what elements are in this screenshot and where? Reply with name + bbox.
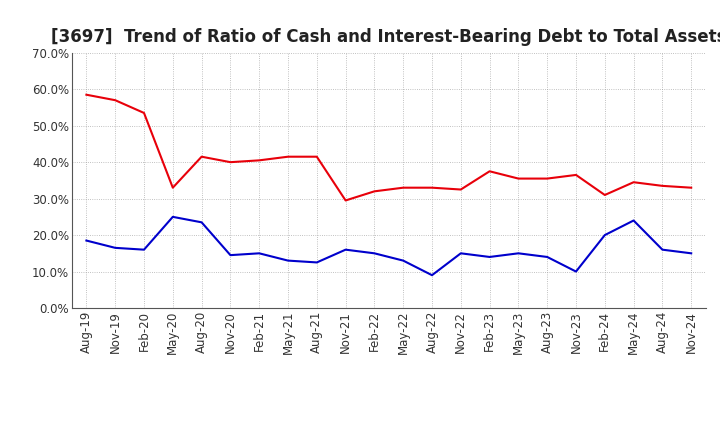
Cash (226, 160, 235, 165)
Interest-Bearing Debt (514, 251, 523, 256)
Line: Interest-Bearing Debt: Interest-Bearing Debt (86, 217, 691, 275)
Cash (428, 185, 436, 191)
Cash (399, 185, 408, 191)
Interest-Bearing Debt (284, 258, 292, 263)
Interest-Bearing Debt (485, 254, 494, 260)
Cash (456, 187, 465, 192)
Cash (140, 110, 148, 116)
Interest-Bearing Debt (572, 269, 580, 274)
Cash (514, 176, 523, 181)
Cash (658, 183, 667, 188)
Interest-Bearing Debt (140, 247, 148, 252)
Cash (600, 192, 609, 198)
Cash (370, 189, 379, 194)
Cash (197, 154, 206, 159)
Cash (572, 172, 580, 178)
Interest-Bearing Debt (629, 218, 638, 223)
Interest-Bearing Debt (255, 251, 264, 256)
Cash (284, 154, 292, 159)
Interest-Bearing Debt (197, 220, 206, 225)
Interest-Bearing Debt (600, 232, 609, 238)
Cash (168, 185, 177, 191)
Interest-Bearing Debt (370, 251, 379, 256)
Interest-Bearing Debt (687, 251, 696, 256)
Cash (485, 169, 494, 174)
Interest-Bearing Debt (82, 238, 91, 243)
Interest-Bearing Debt (111, 245, 120, 250)
Cash (255, 158, 264, 163)
Cash (341, 198, 350, 203)
Interest-Bearing Debt (341, 247, 350, 252)
Title: [3697]  Trend of Ratio of Cash and Interest-Bearing Debt to Total Assets: [3697] Trend of Ratio of Cash and Intere… (51, 28, 720, 46)
Cash (312, 154, 321, 159)
Interest-Bearing Debt (543, 254, 552, 260)
Cash (629, 180, 638, 185)
Interest-Bearing Debt (456, 251, 465, 256)
Cash (82, 92, 91, 97)
Cash (543, 176, 552, 181)
Interest-Bearing Debt (658, 247, 667, 252)
Cash (687, 185, 696, 191)
Interest-Bearing Debt (168, 214, 177, 220)
Line: Cash: Cash (86, 95, 691, 201)
Interest-Bearing Debt (226, 253, 235, 258)
Cash (111, 98, 120, 103)
Interest-Bearing Debt (399, 258, 408, 263)
Interest-Bearing Debt (428, 272, 436, 278)
Interest-Bearing Debt (312, 260, 321, 265)
